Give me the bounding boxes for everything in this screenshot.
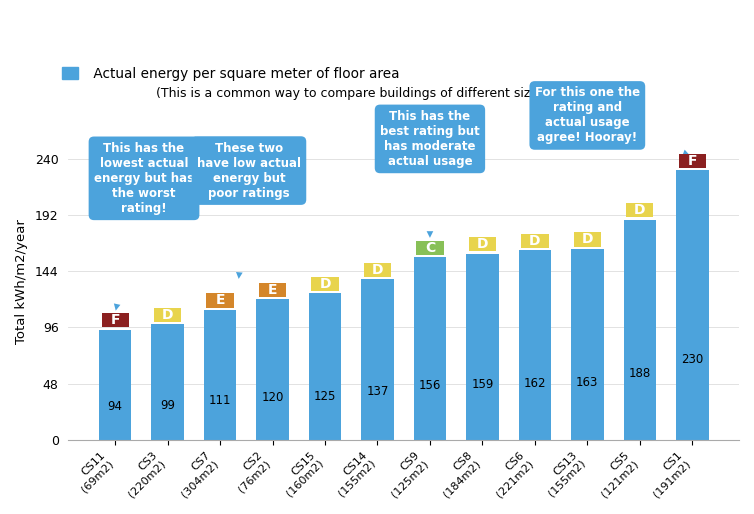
Text: These two
have low actual
energy but
poor ratings: These two have low actual energy but poo… — [197, 141, 301, 279]
Text: E: E — [268, 283, 277, 297]
Text: D: D — [581, 232, 593, 247]
Text: 94: 94 — [108, 400, 123, 413]
Bar — [519, 250, 551, 440]
FancyBboxPatch shape — [469, 237, 496, 251]
FancyBboxPatch shape — [259, 283, 287, 297]
Bar — [308, 293, 342, 440]
Text: 120: 120 — [262, 391, 284, 405]
Legend:  Actual energy per square meter of floor area: Actual energy per square meter of floor … — [62, 67, 400, 81]
Text: D: D — [477, 237, 488, 251]
Text: 162: 162 — [523, 377, 546, 390]
Text: D: D — [372, 263, 383, 277]
FancyBboxPatch shape — [364, 263, 391, 277]
Bar — [99, 330, 131, 440]
Bar — [256, 299, 289, 440]
Text: D: D — [529, 234, 541, 248]
FancyBboxPatch shape — [416, 241, 443, 255]
Bar — [676, 170, 709, 440]
Bar — [571, 249, 604, 440]
Text: 156: 156 — [418, 379, 441, 392]
Text: 230: 230 — [681, 353, 703, 365]
FancyBboxPatch shape — [311, 277, 339, 291]
Text: C: C — [425, 241, 435, 254]
Bar — [624, 219, 656, 440]
Bar — [414, 257, 446, 440]
Text: 99: 99 — [160, 399, 175, 412]
FancyBboxPatch shape — [574, 232, 601, 247]
Bar — [204, 310, 236, 440]
Text: 137: 137 — [366, 386, 388, 398]
Text: For this one the
rating and
actual usage
agree! Hooray!: For this one the rating and actual usage… — [535, 86, 690, 156]
Text: F: F — [110, 314, 120, 327]
FancyBboxPatch shape — [207, 293, 234, 307]
Bar — [152, 324, 184, 440]
Text: This has the
best rating but
has moderate
actual usage: This has the best rating but has moderat… — [380, 110, 480, 238]
FancyBboxPatch shape — [521, 233, 548, 248]
Text: 111: 111 — [209, 395, 231, 408]
Text: 163: 163 — [576, 376, 599, 389]
Text: 188: 188 — [629, 368, 651, 380]
FancyBboxPatch shape — [154, 307, 181, 322]
Text: (This is a common way to compare buildings of different sizes): (This is a common way to compare buildin… — [155, 87, 549, 100]
Y-axis label: Total kWh/m2/year: Total kWh/m2/year — [15, 219, 28, 344]
FancyBboxPatch shape — [102, 314, 129, 327]
FancyBboxPatch shape — [626, 203, 654, 217]
Text: This has the
lowest actual
energy but has
the worst
rating!: This has the lowest actual energy but ha… — [94, 142, 194, 310]
Bar — [361, 279, 394, 440]
Bar — [466, 253, 498, 440]
Text: 125: 125 — [314, 390, 336, 402]
Text: D: D — [319, 277, 331, 291]
FancyBboxPatch shape — [679, 154, 706, 168]
Text: D: D — [634, 203, 645, 217]
Text: D: D — [162, 307, 173, 322]
Text: 159: 159 — [471, 378, 494, 391]
Text: F: F — [688, 154, 697, 168]
Text: E: E — [216, 293, 225, 307]
